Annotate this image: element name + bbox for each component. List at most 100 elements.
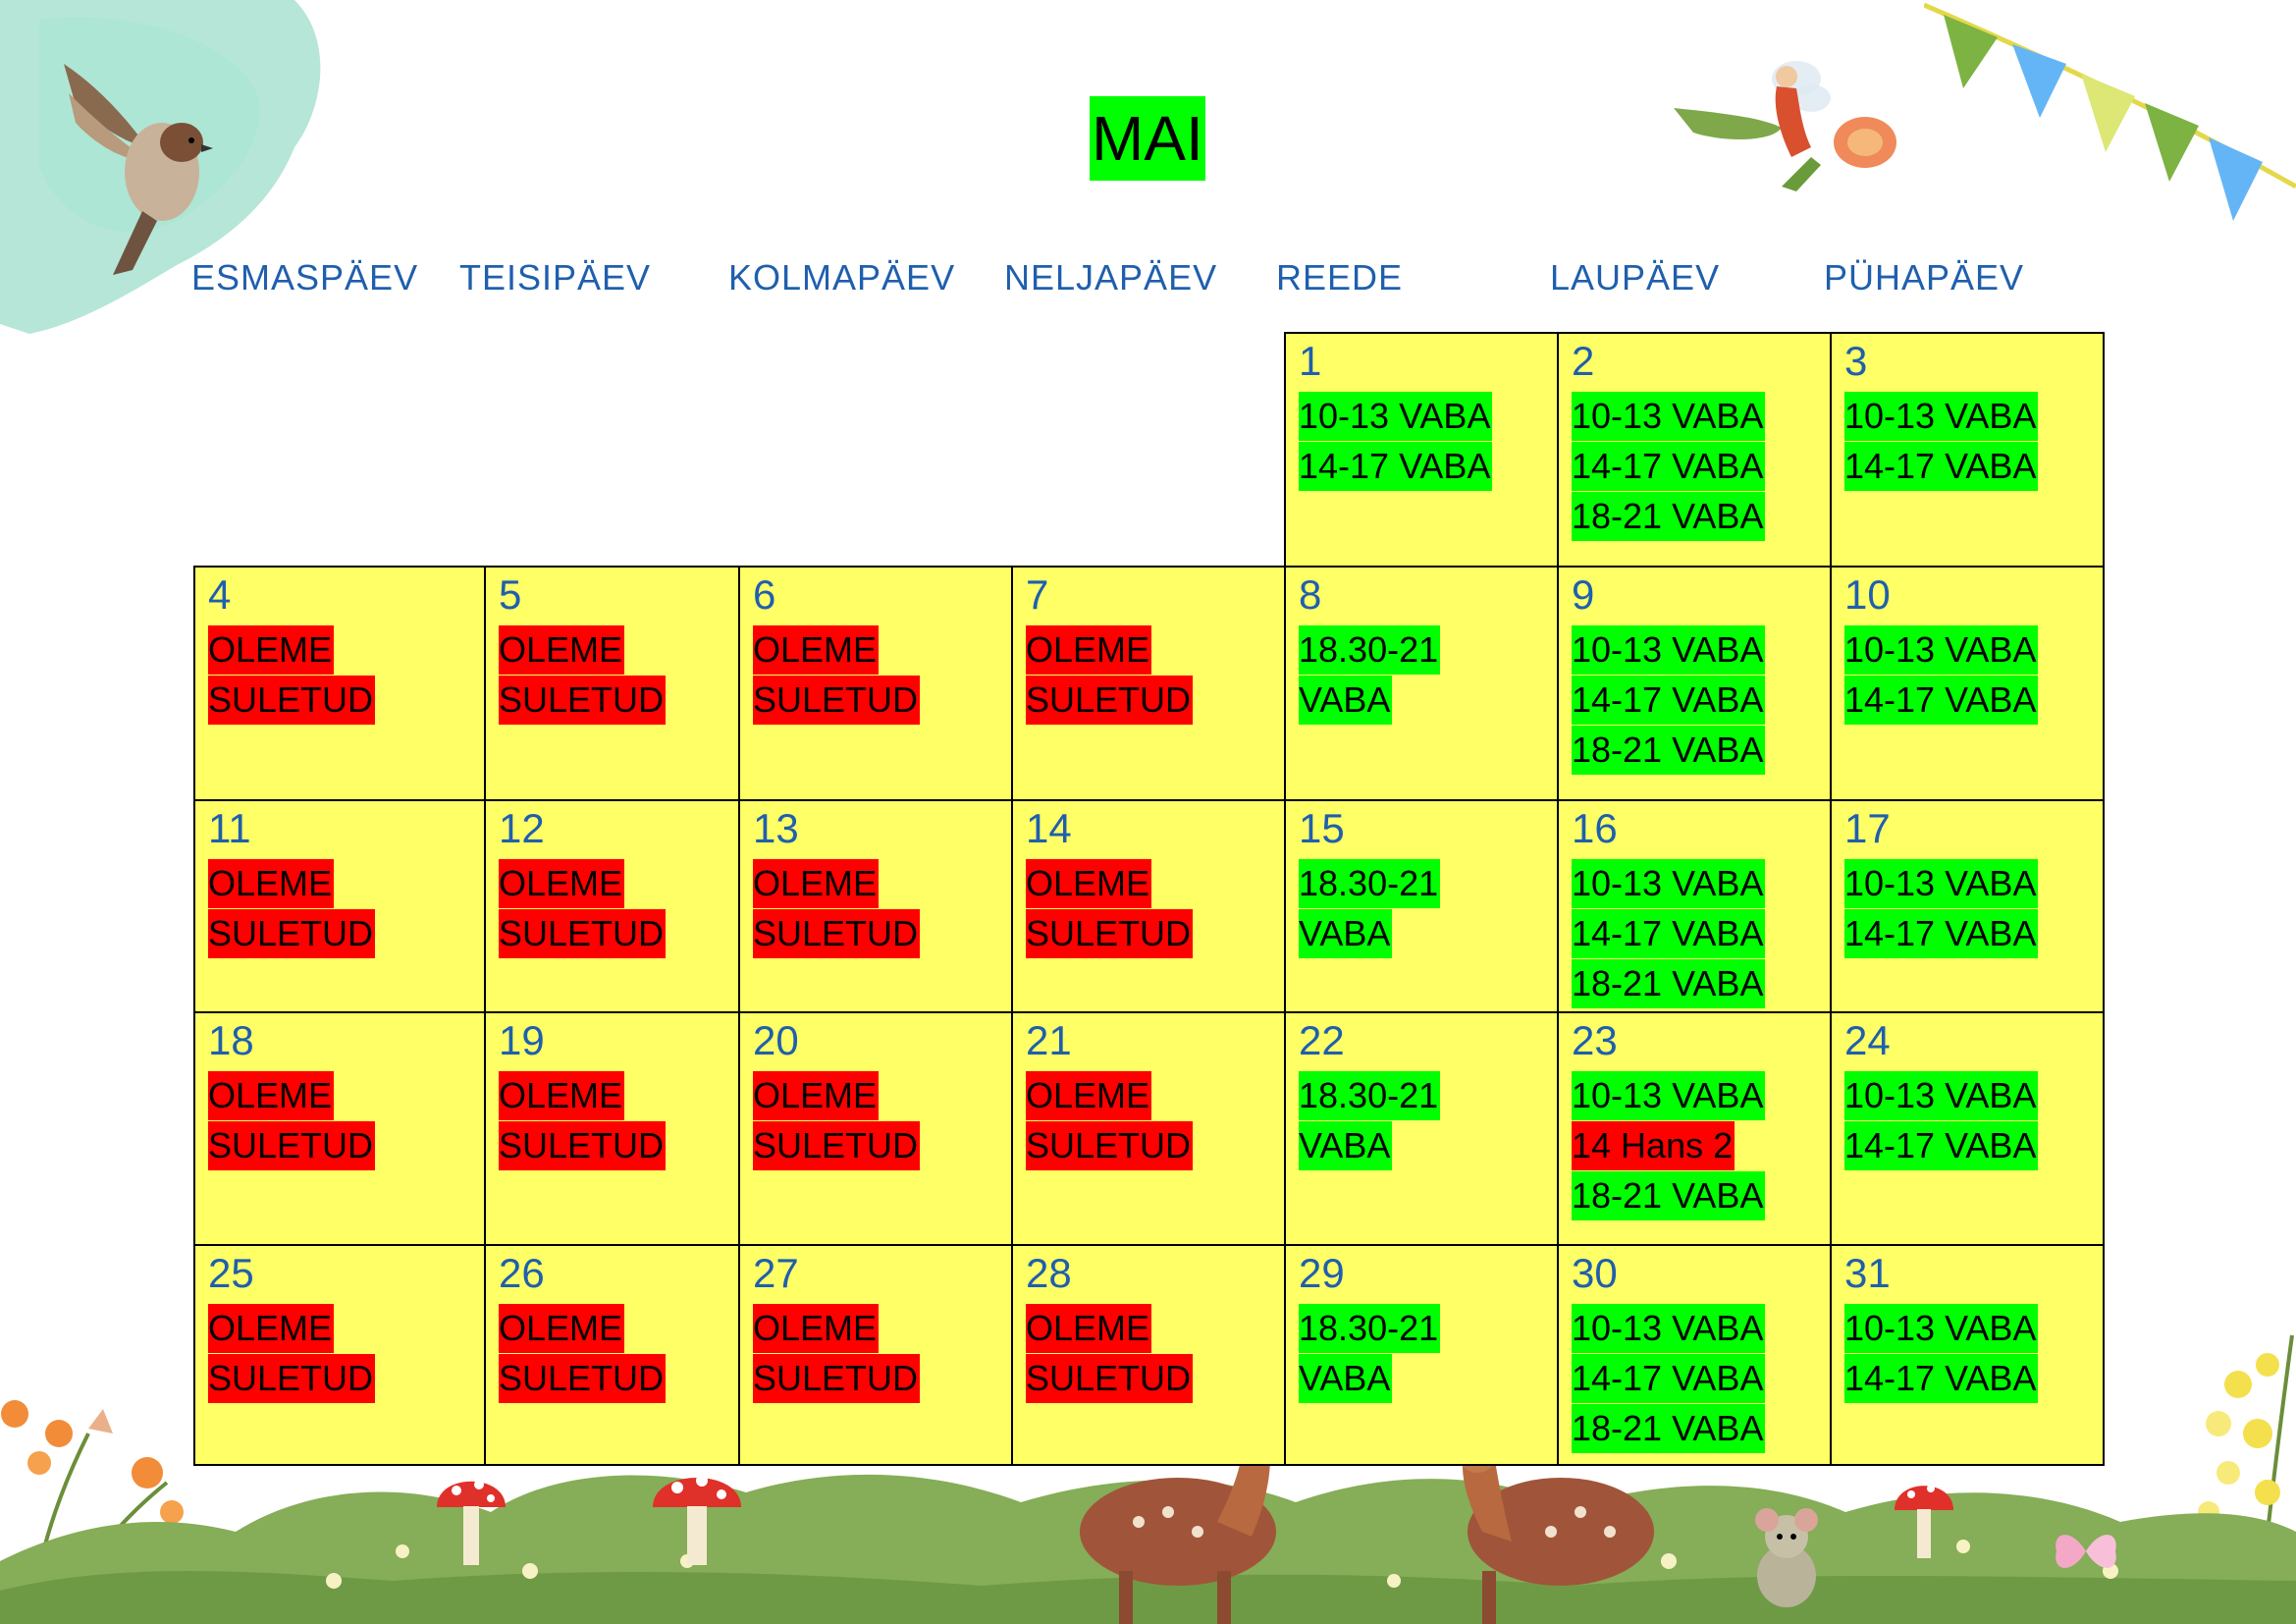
slot-available: 14-17 VABA	[1844, 442, 2039, 491]
slot-available: VABA	[1299, 1354, 1393, 1403]
calendar-day-cell: 28 OLEME SULETUD	[1011, 1244, 1284, 1464]
calendar-day-cell: 29 18.30-21 VABA	[1284, 1244, 1557, 1464]
slot-available: 14-17 VABA	[1572, 442, 1766, 491]
day-number: 6	[753, 571, 776, 618]
slot-available: 10-13 VABA	[1844, 625, 2039, 675]
calendar-day-cell: 5 OLEME SULETUD	[484, 566, 738, 799]
slot-closed: OLEME	[1026, 1304, 1152, 1353]
slot-available: 18.30-21	[1299, 1304, 1441, 1353]
day-number: 25	[208, 1250, 254, 1296]
slot-closed: SULETUD	[499, 909, 667, 958]
day-number: 20	[753, 1017, 799, 1063]
day-number: 14	[1026, 805, 1072, 851]
day-number: 29	[1299, 1250, 1345, 1296]
calendar-day-cell: 18 OLEME SULETUD	[193, 1011, 484, 1244]
slot-closed: OLEME	[499, 859, 625, 908]
grid-line	[193, 1464, 2105, 1466]
calendar-day-cell: 7 OLEME SULETUD	[1011, 566, 1284, 799]
slot-closed: OLEME	[208, 625, 335, 675]
calendar-day-cell: 20 OLEME SULETUD	[738, 1011, 1011, 1244]
slot-closed: OLEME	[208, 859, 335, 908]
weekday-header-tuesday: TEISIPÄEV	[459, 257, 652, 298]
calendar-day-cell: 13 OLEME SULETUD	[738, 799, 1011, 1011]
day-number: 9	[1572, 571, 1595, 618]
day-number: 28	[1026, 1250, 1072, 1296]
calendar-day-cell: 6 OLEME SULETUD	[738, 566, 1011, 799]
day-number: 3	[1844, 338, 1868, 384]
slot-closed: OLEME	[208, 1071, 335, 1120]
day-number: 10	[1844, 571, 1891, 618]
slot-available: 14-17 VABA	[1844, 676, 2039, 725]
day-number: 31	[1844, 1250, 1891, 1296]
day-number: 15	[1299, 805, 1345, 851]
weekday-header-saturday: LAUPÄEV	[1550, 257, 1721, 298]
slot-available: 10-13 VABA	[1844, 859, 2039, 908]
calendar-day-cell: 17 10-13 VABA 14-17 VABA	[1830, 799, 2103, 1011]
day-number: 22	[1299, 1017, 1345, 1063]
slot-closed: SULETUD	[208, 909, 376, 958]
weekday-header-friday: REEDE	[1276, 257, 1404, 298]
slot-closed: SULETUD	[208, 1354, 376, 1403]
grid-line	[193, 1244, 2105, 1246]
slot-available: 18-21 VABA	[1572, 1404, 1766, 1453]
slot-closed: OLEME	[753, 859, 880, 908]
day-number: 8	[1299, 571, 1322, 618]
calendar-day-cell: 24 10-13 VABA 14-17 VABA	[1830, 1011, 2103, 1244]
slot-available: 10-13 VABA	[1572, 1071, 1766, 1120]
slot-closed: SULETUD	[753, 1354, 921, 1403]
slot-available: 18.30-21	[1299, 625, 1441, 675]
slot-available: 18.30-21	[1299, 1071, 1441, 1120]
calendar-day-cell: 1 10-13 VABA 14-17 VABA	[1284, 332, 1557, 566]
slot-closed: OLEME	[499, 1071, 625, 1120]
slot-closed: OLEME	[1026, 1071, 1152, 1120]
slot-closed: SULETUD	[208, 676, 376, 725]
slot-available: 14-17 VABA	[1572, 1354, 1766, 1403]
day-number: 4	[208, 571, 232, 618]
day-number: 16	[1572, 805, 1618, 851]
slot-closed: SULETUD	[753, 676, 921, 725]
slot-closed: SULETUD	[1026, 909, 1194, 958]
calendar-day-cell: 22 18.30-21 VABA	[1284, 1011, 1557, 1244]
grid-line	[1284, 332, 2105, 334]
calendar-day-cell: 12 OLEME SULETUD	[484, 799, 738, 1011]
grid-line	[193, 1011, 2105, 1013]
calendar-day-cell: 16 10-13 VABA 14-17 VABA 18-21 VABA	[1557, 799, 1830, 1011]
slot-available: 18-21 VABA	[1572, 492, 1766, 541]
day-number: 13	[753, 805, 799, 851]
day-number: 2	[1572, 338, 1595, 384]
slot-closed: SULETUD	[499, 1354, 667, 1403]
day-number: 18	[208, 1017, 254, 1063]
slot-closed: OLEME	[753, 1304, 880, 1353]
slot-closed: SULETUD	[1026, 676, 1194, 725]
grid-line	[1011, 566, 1013, 1466]
mushroom-illustration	[653, 1475, 741, 1565]
slot-available: 10-13 VABA	[1572, 1304, 1766, 1353]
grid-line	[2103, 332, 2105, 1466]
mushroom-illustration	[1895, 1485, 1953, 1558]
grid-line	[193, 566, 2105, 568]
grid-line	[1284, 332, 1286, 1466]
grid-line	[1557, 332, 1559, 1466]
fairy-illustration	[1674, 61, 1896, 191]
slot-closed: SULETUD	[208, 1121, 376, 1170]
day-number: 23	[1572, 1017, 1618, 1063]
page-title: MAI	[1090, 96, 1205, 181]
calendar-day-cell: 10 10-13 VABA 14-17 VABA	[1830, 566, 2103, 799]
slot-available: 10-13 VABA	[1844, 392, 2039, 441]
slot-available: 10-13 VABA	[1572, 625, 1766, 675]
day-number: 17	[1844, 805, 1891, 851]
slot-available: 18-21 VABA	[1572, 726, 1766, 775]
calendar-day-cell: 19 OLEME SULETUD	[484, 1011, 738, 1244]
day-number: 11	[208, 805, 251, 851]
grid-line	[738, 566, 740, 1466]
slot-available: 14-17 VABA	[1844, 909, 2039, 958]
slot-available: 14-17 VABA	[1572, 676, 1766, 725]
day-number: 12	[499, 805, 545, 851]
calendar-day-cell: 27 OLEME SULETUD	[738, 1244, 1011, 1464]
slot-available: 10-13 VABA	[1844, 1304, 2039, 1353]
calendar-day-cell: 15 18.30-21 VABA	[1284, 799, 1557, 1011]
calendar-day-cell: 11 OLEME SULETUD	[193, 799, 484, 1011]
grid-line	[1830, 332, 1832, 1466]
slot-closed: OLEME	[499, 1304, 625, 1353]
calendar-day-cell: 21 OLEME SULETUD	[1011, 1011, 1284, 1244]
